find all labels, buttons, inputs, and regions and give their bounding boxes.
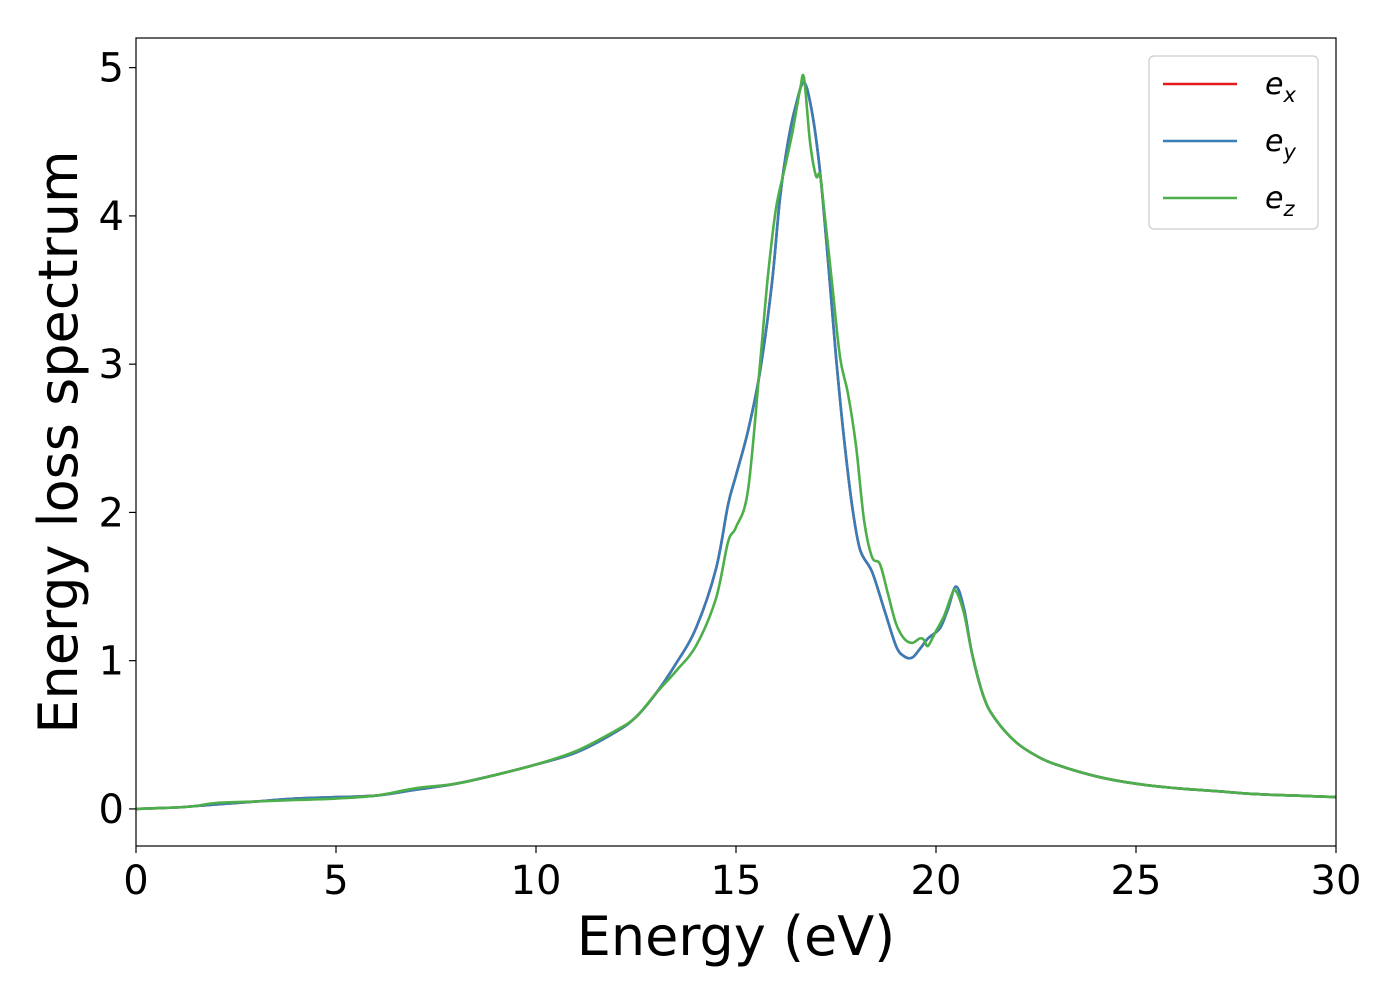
series-layer <box>135 73 1337 811</box>
y-tick-label: 1 <box>99 639 124 685</box>
legend-label-y: ey <box>1265 124 1296 164</box>
x-axis-title: Energy (eV) <box>577 905 896 968</box>
legend-entries: ex ey ez <box>1163 67 1296 221</box>
y-tick-label: 3 <box>99 342 124 388</box>
legend-label-z: ez <box>1265 181 1295 221</box>
x-tick-label: 10 <box>511 858 562 904</box>
x-tick-label: 30 <box>1311 858 1362 904</box>
y-tick-label: 4 <box>99 194 124 240</box>
series-line-z <box>135 73 1337 811</box>
x-tick-label: 15 <box>711 858 762 904</box>
x-tick-label: 25 <box>1111 858 1162 904</box>
y-tick-label: 0 <box>99 787 124 833</box>
legend-box <box>1148 55 1319 230</box>
tick-layer: 0 5 10 15 20 25 30 0 1 2 3 4 5 <box>99 46 1362 904</box>
y-tick-label: 5 <box>99 46 124 92</box>
y-tick-label: 2 <box>99 490 124 536</box>
legend-label-x: ex <box>1265 67 1296 107</box>
legend: ex ey ez <box>1148 55 1319 230</box>
x-tick-label: 5 <box>323 858 348 904</box>
x-tick-label: 0 <box>123 858 148 904</box>
x-tick-label: 20 <box>911 858 962 904</box>
y-axis-title: Energy loss spectrum <box>27 150 90 733</box>
